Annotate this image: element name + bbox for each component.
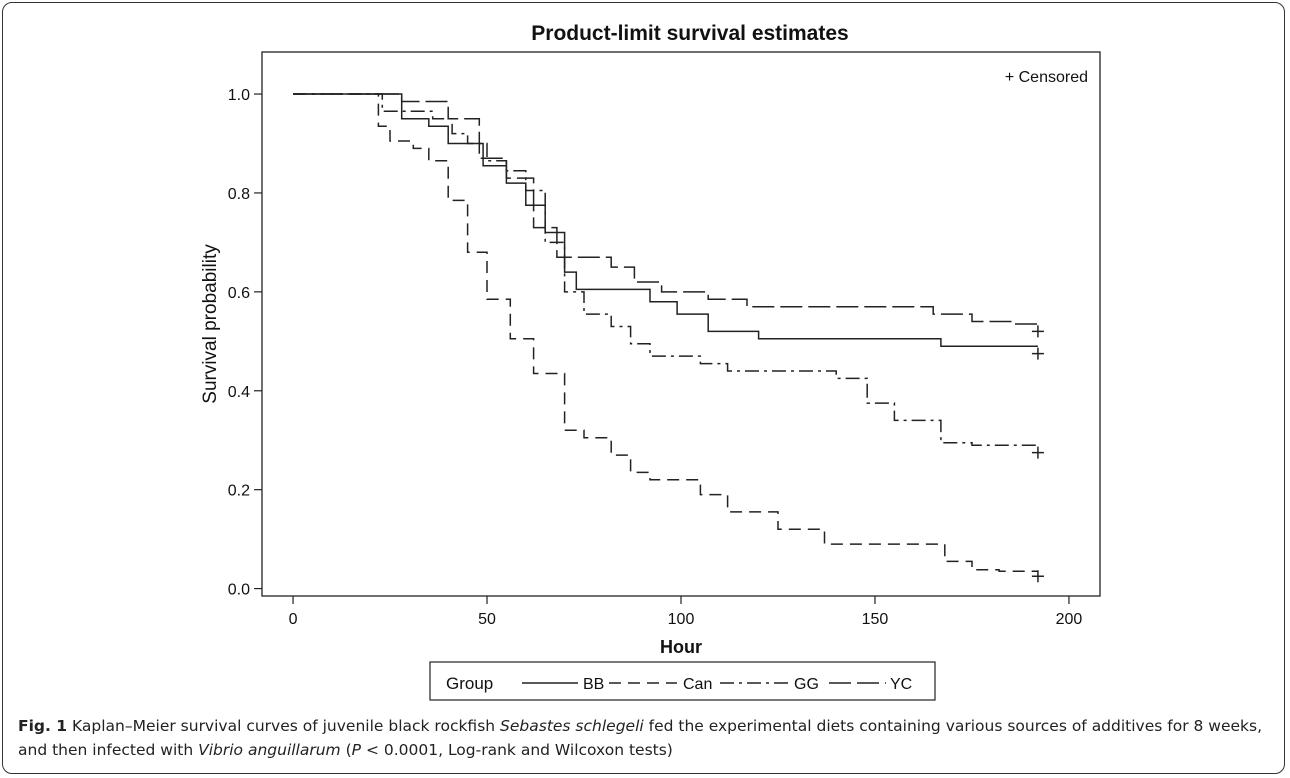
legend-label-bb: BB (583, 676, 604, 693)
series-line-bb (293, 93, 1038, 348)
y-axis: 0.0 0.2 0.4 0.6 0.8 1.0 (228, 87, 262, 599)
legend-title: Group (446, 674, 493, 693)
y-tick-label: 0.6 (228, 285, 250, 302)
caption-text-1: Kaplan–Meier survival curves of juvenile… (67, 717, 501, 735)
censor-mark-bb (1031, 347, 1044, 360)
y-tick-label: 0.2 (228, 483, 250, 500)
x-axis-label: Hour (660, 637, 702, 657)
plot-frame (261, 51, 1101, 597)
km-survival-chart: Product-limit survival estimates + Censo… (200, 22, 1101, 701)
series-line-gg (293, 93, 1038, 446)
x-tick-label: 100 (668, 611, 695, 628)
legend-box (429, 661, 936, 701)
series-group (293, 93, 1044, 583)
legend-label-yc: YC (890, 676, 912, 693)
x-tick-label: 200 (1056, 611, 1083, 628)
legend-label-gg: GG (794, 676, 819, 693)
censored-note: + Censored (1005, 69, 1088, 86)
legend-label-can: Can (683, 676, 712, 693)
y-tick-label: 0.4 (228, 384, 250, 401)
caption-text-3: ( (340, 741, 352, 759)
x-tick-label: 50 (478, 611, 496, 628)
y-tick-label: 0.0 (228, 582, 250, 599)
censor-mark-gg (1031, 446, 1044, 459)
species-name: Sebastes schlegeli (500, 717, 644, 735)
y-tick-label: 0.8 (228, 186, 250, 203)
series-line-yc (293, 93, 1038, 325)
legend: Group BB Can GG YC (429, 661, 936, 701)
censor-mark-can (1031, 570, 1044, 583)
figure-caption: Fig. 1 Kaplan–Meier survival curves of j… (18, 714, 1268, 762)
censor-mark-yc (1031, 325, 1044, 338)
caption-text-4: < 0.0001, Log-rank and Wilcoxon tests) (361, 741, 673, 759)
x-tick-label: 150 (862, 611, 889, 628)
pathogen-name: Vibrio anguillarum (198, 741, 341, 759)
caption-text-2: fed the experimental diets containing va… (18, 717, 1263, 759)
y-tick-label: 1.0 (228, 87, 250, 104)
x-tick-label: 0 (289, 611, 298, 628)
y-axis-label: Survival probability (200, 244, 221, 404)
figure-label: Fig. 1 (18, 717, 68, 735)
p-symbol: P (351, 741, 362, 759)
chart-title: Product-limit survival estimates (531, 22, 848, 45)
series-line-can (293, 93, 1038, 573)
x-axis: 0 50 100 150 200 (289, 596, 1083, 628)
